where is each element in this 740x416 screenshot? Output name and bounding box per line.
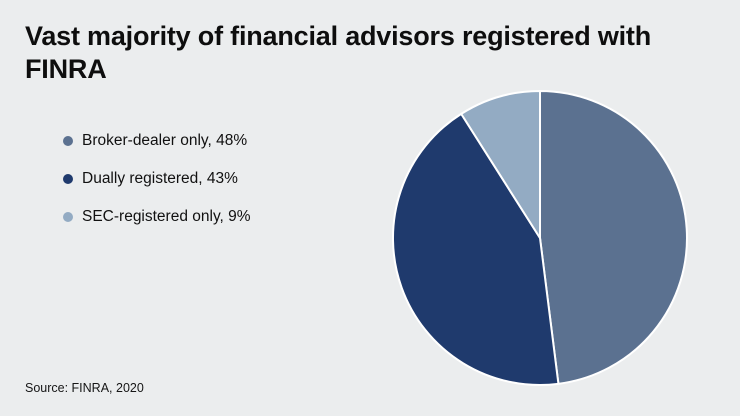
legend-label: Dually registered, 43% xyxy=(82,170,238,187)
legend-label: Broker-dealer only, 48% xyxy=(82,132,248,149)
legend-label: SEC-registered only, 9% xyxy=(82,208,251,225)
source-note: Source: FINRA, 2020 xyxy=(25,381,144,395)
pie-slice xyxy=(460,90,541,239)
legend-item: Dually registered, 43% xyxy=(63,170,251,188)
pie-chart-container xyxy=(390,88,690,388)
pie-slice xyxy=(539,90,688,385)
pie-chart xyxy=(391,90,688,386)
pie-slice xyxy=(391,112,560,386)
legend-item: SEC-registered only, 9% xyxy=(63,208,251,226)
legend: Broker-dealer only, 48% Dually registered… xyxy=(63,132,251,226)
legend-dot-icon xyxy=(63,136,73,146)
chart-title: Vast majority of financial advisors regi… xyxy=(25,21,652,84)
legend-dot-icon xyxy=(63,212,73,222)
legend-item: Broker-dealer only, 48% xyxy=(63,132,251,150)
legend-dot-icon xyxy=(63,174,73,184)
